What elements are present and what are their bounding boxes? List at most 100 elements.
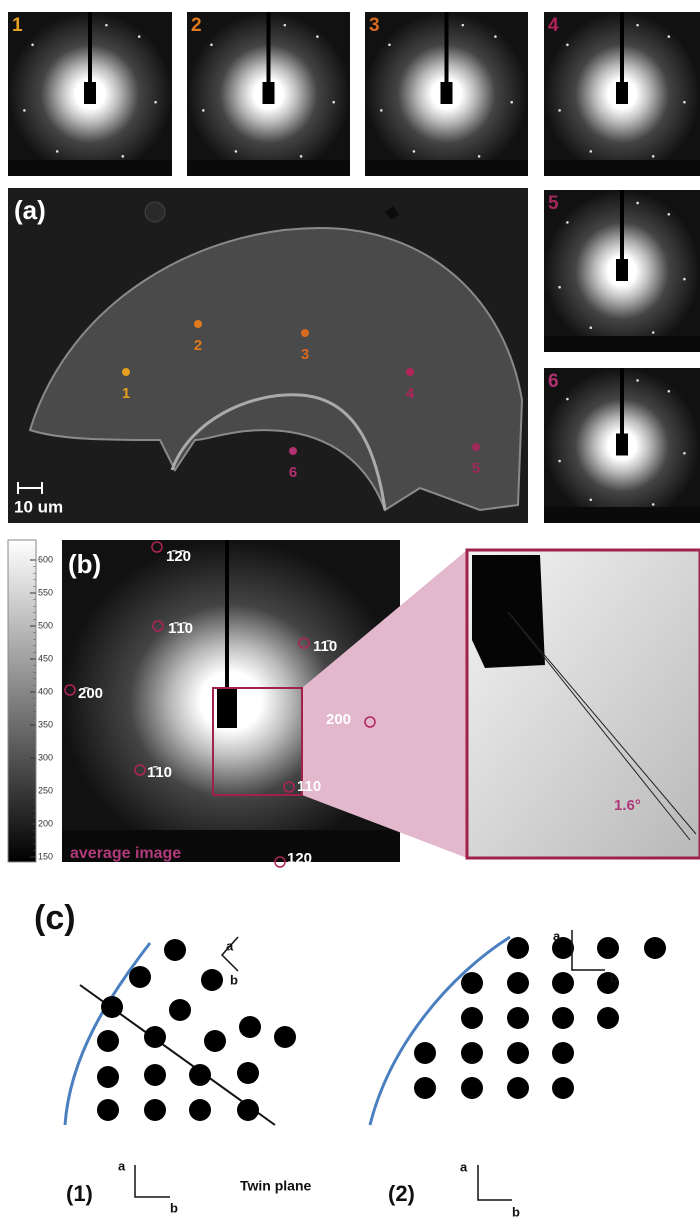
reflection-label: 200 [326,711,351,728]
diffraction-spot [558,286,561,289]
beam-stop [620,12,624,86]
point-marker [472,443,480,451]
panel-label: (c) [34,899,76,937]
lattice-dot [144,1099,166,1121]
diffraction-spot [668,390,671,393]
lattice-dot [97,1030,119,1052]
shadow [8,160,172,176]
panel-number: 3 [369,15,380,36]
lattice-dot [414,1077,436,1099]
shadow [544,160,700,176]
beam-stop [620,368,624,438]
lattice-dot [144,1064,166,1086]
reflection-label: 2̄00 [78,685,103,702]
beam-stop [267,12,271,86]
beam-stop [616,434,628,456]
diffraction-spot [566,398,569,401]
point-marker [122,368,130,376]
beam-stop [84,82,96,104]
diffraction-spot [652,155,655,158]
panel-number: 1 [12,15,23,36]
lattice-dot [97,1099,119,1121]
beam-stop [217,688,237,728]
beam-stop [225,540,229,690]
angle-label: 1.6° [614,797,641,814]
panel-number: 2 [191,15,202,36]
sub-label: (1) [66,1181,93,1206]
diffraction-spot [154,101,157,104]
lattice-dot [507,1042,529,1064]
diffraction-spot [636,202,639,205]
lattice-dot [507,972,529,994]
diffraction-spot [668,35,671,38]
diffraction-spot [138,35,141,38]
point-label: 2 [194,337,202,354]
reflection-label: 1̄2̄0 [166,548,191,565]
beam-stop [445,12,449,86]
figure: 123456 (a) 10 um 123456 1502002503003504… [0,0,700,1221]
lattice-dot [597,937,619,959]
axis-label: b [512,1204,520,1219]
diffraction-spot [210,44,213,47]
diffraction-spot [652,503,655,506]
axis-label: b [170,1200,178,1215]
sem-panel: (a) 10 um [8,188,528,523]
reflection-label: 110 [297,778,321,795]
caption: average image [70,845,181,862]
lattice-dot [461,1077,483,1099]
tick-label: 600 [38,554,53,564]
point-marker [194,320,202,328]
lattice-dot [204,1030,226,1052]
axis-label: a [226,938,234,953]
diffraction-spot [590,326,593,329]
diffraction-spot [590,150,593,153]
point-label: 3 [301,346,309,363]
diffraction-spot [636,379,639,382]
diffraction-spot [590,498,593,501]
tick-label: 500 [38,620,53,630]
diffraction-spot [462,24,465,27]
diffraction-spot [558,109,561,112]
colorbar [8,540,36,862]
axis-label: b [230,972,238,987]
shadow [544,336,700,352]
point-label: 6 [289,464,297,481]
boundary [370,937,510,1125]
shadow [365,160,528,176]
particle [145,202,165,222]
diffraction-spot [652,331,655,334]
diffraction-spot [332,101,335,104]
diffraction-spot [510,101,513,104]
reflection-label: 1̄10 [147,764,172,781]
beam-stop [620,190,624,263]
beam-stop [263,82,275,104]
diffraction-spot [202,109,205,112]
lattice-dot [507,937,529,959]
tick-label: 200 [38,818,53,828]
scale-label: 10 um [14,497,63,516]
axis-label: a [118,1158,126,1173]
lattice-dot [189,1064,211,1086]
tick-label: 300 [38,752,53,762]
diffraction-spot [683,101,686,104]
diffraction-spot [388,44,391,47]
beam-stop [616,82,628,104]
tick-label: 400 [38,686,53,696]
diffraction-spot [235,150,238,153]
diffraction-spot [683,278,686,281]
lattice-dot [552,1007,574,1029]
lattice-dot [507,1077,529,1099]
lattice-dot [461,1007,483,1029]
tick-label: 450 [38,653,53,663]
point-label: 5 [472,460,480,477]
panel-label: (a) [14,195,46,225]
lattice-dot [597,1007,619,1029]
lattice-dot [552,1042,574,1064]
point-label: 4 [406,385,415,402]
axis-label: a [460,1159,468,1174]
panel-number: 5 [548,193,559,214]
lattice-dot [274,1026,296,1048]
lattice-dot [164,939,186,961]
diffraction-spot [380,109,383,112]
tick-label: 150 [38,851,53,861]
